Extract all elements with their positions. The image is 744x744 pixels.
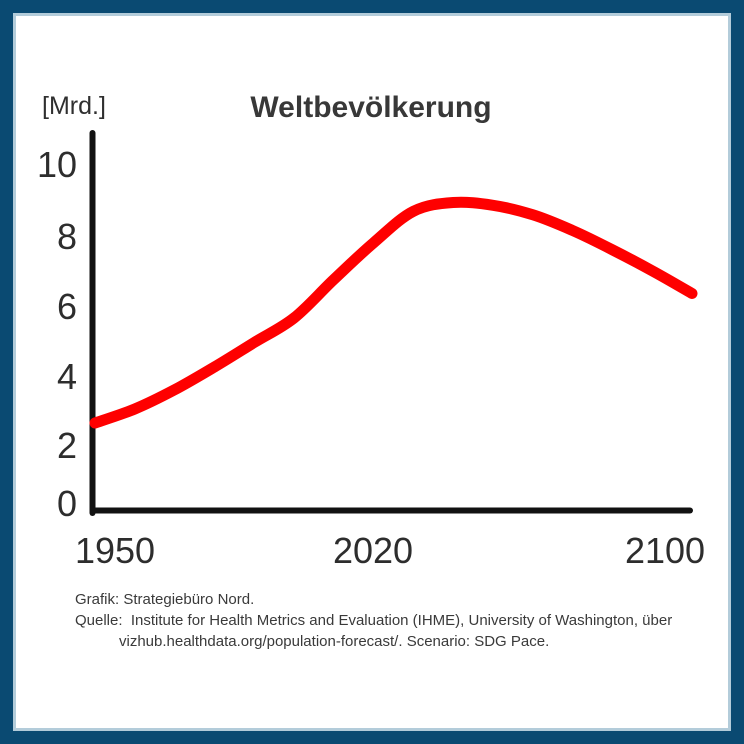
y-tick-label-2: 2 bbox=[56, 425, 77, 466]
population-line bbox=[89, 196, 698, 429]
x-tick-label-2100: 2100 bbox=[624, 530, 706, 571]
y-tick-label-0: 0 bbox=[56, 483, 77, 524]
y-axis-unit-label: [Mrd.] bbox=[42, 92, 106, 120]
y-tick-label-8: 8 bbox=[56, 216, 77, 257]
y-tick-label-6: 6 bbox=[56, 286, 77, 327]
y-tick-label-10: 10 bbox=[36, 144, 77, 185]
footer-source-url-line: vizhub.healthdata.org/population-forecas… bbox=[119, 633, 550, 650]
footer-credit-line: Grafik: Strategiebüro Nord. bbox=[75, 591, 255, 608]
source-footer: Grafik: Strategiebüro Nord. Quelle: Inst… bbox=[75, 589, 715, 652]
x-tick-label-1950: 1950 bbox=[74, 530, 156, 571]
x-tick-label-2020: 2020 bbox=[332, 530, 414, 571]
y-tick-label-4: 4 bbox=[56, 356, 77, 397]
chart-title: Weltbevölkerung bbox=[250, 91, 492, 124]
footer-source-line: Quelle: Institute for Health Metrics and… bbox=[75, 612, 673, 629]
